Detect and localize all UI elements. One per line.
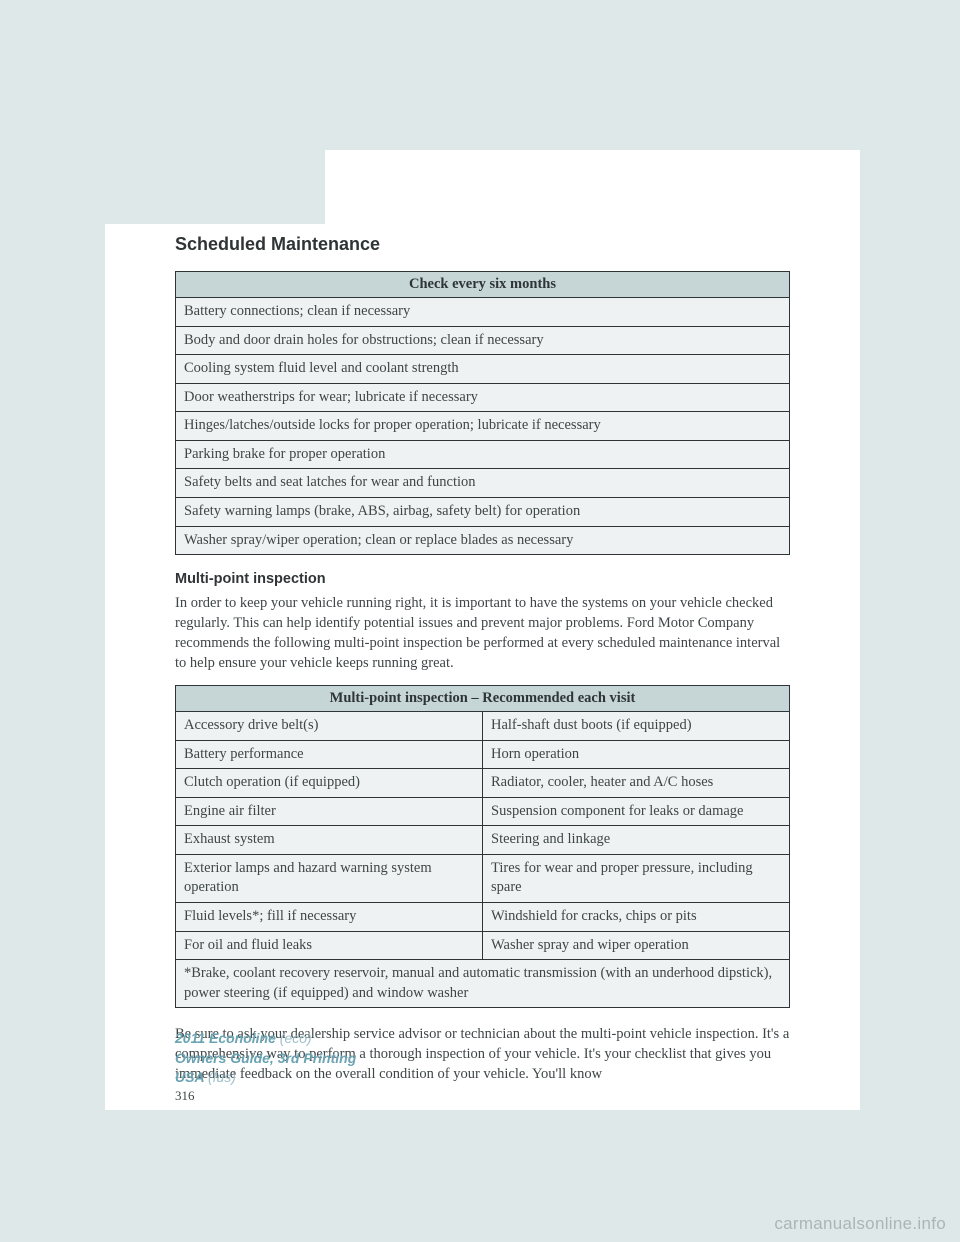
page-number: 316 [175,1088,790,1104]
table2-footnote: *Brake, coolant recovery reservoir, manu… [176,960,790,1008]
table1-row: Door weatherstrips for wear; lubricate i… [176,383,790,412]
table1-row: Hinges/latches/outside locks for proper … [176,412,790,441]
footer-region: USA [175,1069,204,1085]
table2-cell: Half-shaft dust boots (if equipped) [483,712,790,741]
table1-row: Washer spray/wiper operation; clean or r… [176,526,790,555]
table2-cell: Horn operation [483,740,790,769]
table2-cell: Fluid levels*; fill if necessary [176,903,483,932]
footer-line-2: Owners Guide, 3rd Printing [175,1049,356,1069]
table2-cell: Washer spray and wiper operation [483,931,790,960]
table2-cell: For oil and fluid leaks [176,931,483,960]
table1-header: Check every six months [176,272,790,298]
table1-row: Body and door drain holes for obstructio… [176,326,790,355]
table2-cell: Tires for wear and proper pressure, incl… [483,854,790,902]
multipoint-subhead: Multi-point inspection [175,571,790,587]
table2-cell: Engine air filter [176,797,483,826]
table2-cell: Suspension component for leaks or damage [483,797,790,826]
footer-line-3: USA (fus) [175,1068,356,1088]
table2-cell: Accessory drive belt(s) [176,712,483,741]
table2-cell: Clutch operation (if equipped) [176,769,483,798]
table1-row: Battery connections; clean if necessary [176,298,790,327]
header-inset-band [105,150,325,224]
check-six-months-table: Check every six months Battery connectio… [175,271,790,555]
table1-row: Safety belts and seat latches for wear a… [176,469,790,498]
page-content: Scheduled Maintenance Check every six mo… [175,234,790,1104]
table1-row: Cooling system fluid level and coolant s… [176,355,790,384]
table2-header: Multi-point inspection – Recommended eac… [176,686,790,712]
table2-cell: Battery performance [176,740,483,769]
multipoint-table: Multi-point inspection – Recommended eac… [175,685,790,1008]
table2-cell: Radiator, cooler, heater and A/C hoses [483,769,790,798]
watermark-text: carmanualsonline.info [774,1214,946,1234]
table2-cell: Exterior lamps and hazard warning system… [176,854,483,902]
intro-paragraph: In order to keep your vehicle running ri… [175,593,790,673]
section-title: Scheduled Maintenance [175,234,790,255]
table2-cell: Steering and linkage [483,826,790,855]
table2-cell: Exhaust system [176,826,483,855]
document-page: Scheduled Maintenance Check every six mo… [105,150,860,1110]
footer-region-code: (fus) [208,1069,236,1085]
footer-model-code: (eco) [280,1030,312,1046]
footer-block: 2011 Econoline (eco) Owners Guide, 3rd P… [175,1029,356,1088]
table1-row: Safety warning lamps (brake, ABS, airbag… [176,497,790,526]
table1-row: Parking brake for proper operation [176,440,790,469]
footer-line-1: 2011 Econoline (eco) [175,1029,356,1049]
table2-cell: Windshield for cracks, chips or pits [483,903,790,932]
footer-model: 2011 Econoline [175,1030,276,1046]
